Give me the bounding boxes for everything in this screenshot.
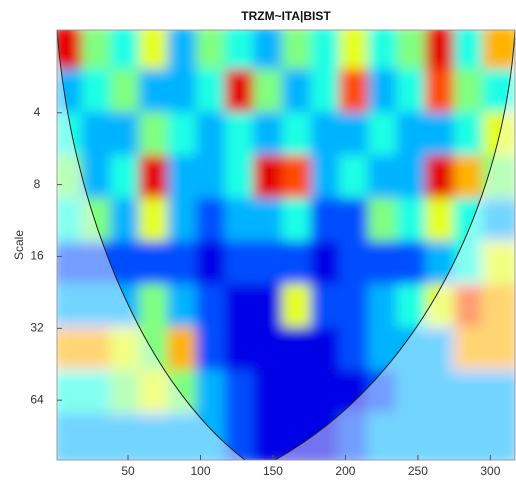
- heatmap: [57, 30, 515, 460]
- y-tick-label: 4: [34, 105, 41, 119]
- heatmap-cell: [482, 198, 515, 249]
- x-tick-label: 100: [190, 464, 210, 478]
- heatmap-blur: [57, 30, 515, 460]
- heatmap-cell: [482, 370, 515, 421]
- y-tick-label: 8: [34, 177, 41, 191]
- chart-title: TRZM~ITA|BIST: [241, 9, 331, 23]
- x-tick-label: 50: [121, 464, 135, 478]
- x-tick-label: 200: [335, 464, 355, 478]
- y-tick-label: 32: [30, 320, 44, 334]
- heatmap-cell: [482, 155, 515, 206]
- heatmap-cell: [482, 241, 515, 292]
- x-tick-label: 250: [408, 464, 428, 478]
- y-tick-label: 64: [30, 392, 44, 406]
- x-tick-label: 150: [263, 464, 283, 478]
- cone-of-influence-shade: [57, 30, 515, 460]
- heatmap-cell: [482, 327, 515, 378]
- plot-frame: [56, 29, 516, 461]
- heatmap-cell: [482, 413, 515, 460]
- heatmap-cell: [482, 69, 515, 120]
- x-tick-label: 300: [480, 464, 500, 478]
- y-tick-label: 16: [30, 249, 44, 263]
- cone-of-influence: [56, 29, 516, 461]
- y-axis-label: Scale: [12, 230, 26, 260]
- heatmap-cell: [482, 284, 515, 335]
